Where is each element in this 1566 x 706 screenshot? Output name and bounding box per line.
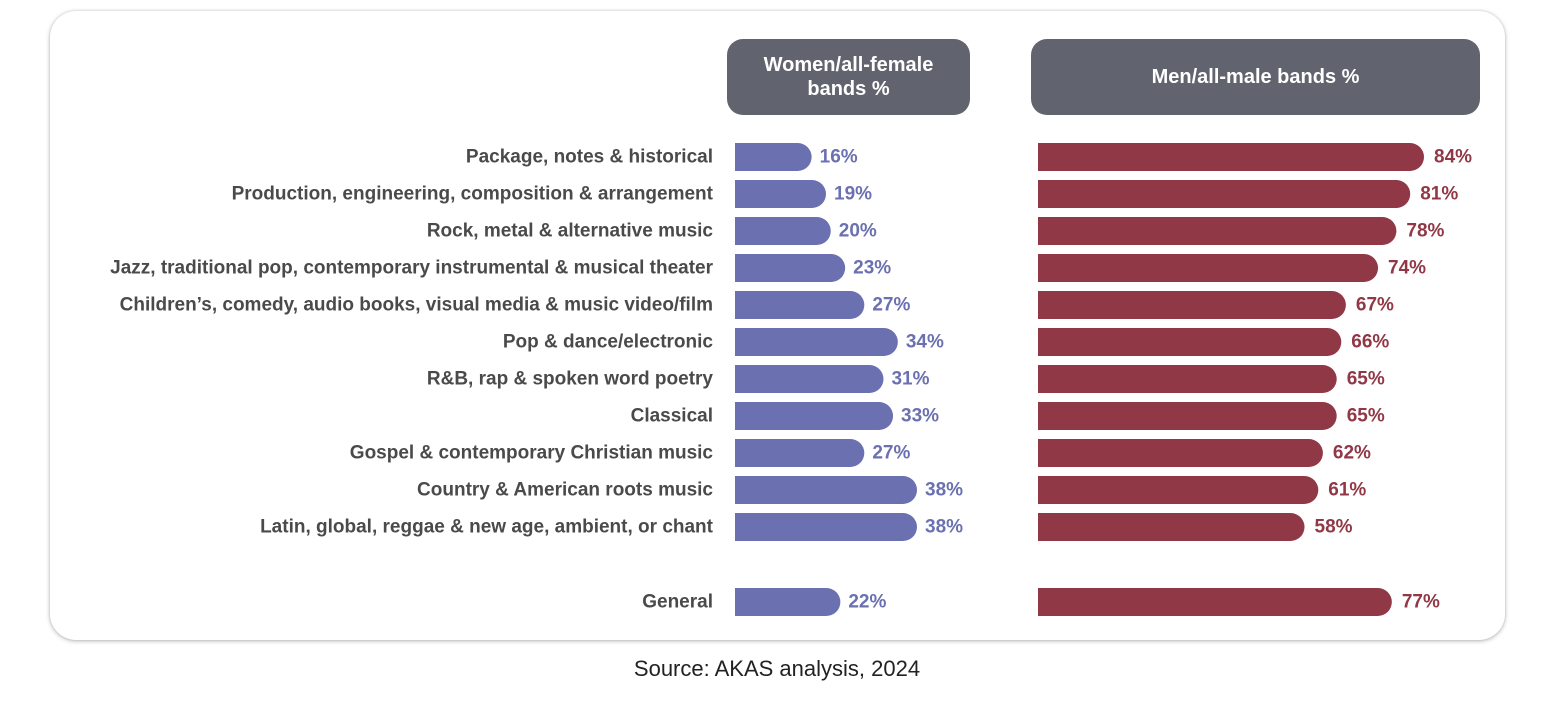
men-value-label: 81% (1420, 184, 1458, 205)
women-value-label: 27% (872, 295, 910, 316)
men-bar (1038, 180, 1411, 208)
women-value-label: 31% (891, 369, 929, 390)
women-bar (735, 476, 917, 504)
men-value-label: 66% (1351, 332, 1389, 353)
women-value-label: 19% (834, 184, 872, 205)
women-header-text: Women/all-female bands % (763, 54, 934, 100)
source-note: Source: AKAS analysis, 2024 (633, 656, 921, 681)
women-bars-group: 16% 19% 20% 23% 27% 34% 31% 33% 27% 38% 38% 22% (735, 143, 963, 616)
women-value-label: 38% (925, 517, 963, 538)
women-value-label: 34% (906, 332, 944, 353)
women-bar (735, 291, 865, 319)
men-bar (1038, 254, 1379, 282)
women-value-label: 27% (872, 443, 910, 464)
women-bar (735, 402, 894, 430)
men-bar (1038, 513, 1305, 541)
men-bar (1038, 365, 1337, 393)
men-bar (1038, 588, 1392, 616)
women-panel-header: Women/all-female bands % (727, 39, 970, 115)
men-bar (1038, 439, 1323, 467)
men-value-label: 61% (1328, 480, 1366, 501)
women-value-label: 38% (925, 480, 963, 501)
women-bar (735, 254, 846, 282)
women-value-label: 20% (839, 221, 877, 242)
women-bar (735, 180, 826, 208)
category-label: Children’s, comedy, audio books, visual … (120, 295, 713, 316)
women-value-label: 16% (820, 147, 858, 168)
category-label: Classical (631, 406, 713, 427)
women-value-label: 33% (901, 406, 939, 427)
men-bar (1038, 328, 1342, 356)
category-label: Rock, metal & alternative music (427, 221, 714, 242)
men-value-label: 65% (1347, 369, 1385, 390)
category-label: Pop & dance/electronic (503, 332, 714, 353)
men-value-label: 74% (1388, 258, 1426, 279)
category-label: R&B, rap & spoken word poetry (427, 369, 714, 390)
women-bar (735, 588, 841, 616)
men-value-label: 78% (1406, 221, 1444, 242)
men-header-text: Men/all-male bands % (1151, 66, 1360, 88)
category-label: Country & American roots music (417, 480, 713, 501)
women-bar (735, 217, 831, 245)
men-bar (1038, 217, 1397, 245)
women-bar (735, 328, 898, 356)
category-label: Production, engineering, composition & a… (232, 184, 714, 205)
men-value-label: 65% (1347, 406, 1385, 427)
category-labels: Package, notes & historical Production, e… (110, 147, 714, 613)
men-value-label: 58% (1315, 517, 1353, 538)
category-label: Package, notes & historical (466, 147, 713, 168)
men-bar (1038, 402, 1337, 430)
men-value-label: 84% (1434, 147, 1472, 168)
women-value-label: 22% (848, 592, 886, 613)
women-bar (735, 439, 865, 467)
women-bar (735, 143, 812, 171)
men-bar (1038, 476, 1319, 504)
category-label: Jazz, traditional pop, contemporary inst… (110, 258, 713, 279)
men-value-label: 67% (1356, 295, 1394, 316)
men-value-label: 77% (1402, 592, 1440, 613)
women-bar (735, 365, 884, 393)
category-label: General (642, 592, 713, 613)
men-bar (1038, 143, 1424, 171)
category-label: Latin, global, reggae & new age, ambient… (260, 517, 714, 538)
women-value-label: 23% (853, 258, 891, 279)
men-panel-header: Men/all-male bands % (1031, 39, 1480, 115)
men-bar (1038, 291, 1346, 319)
men-value-label: 62% (1333, 443, 1371, 464)
category-label: Gospel & contemporary Christian music (350, 443, 714, 464)
women-bar (735, 513, 917, 541)
men-bars-group: 84% 81% 78% 74% 67% 66% 65% 65% 62% 61% 58% 77% (1038, 143, 1472, 616)
